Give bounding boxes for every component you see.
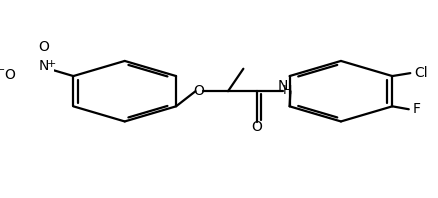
Text: N: N bbox=[39, 59, 49, 73]
Text: N: N bbox=[278, 79, 288, 93]
Text: O: O bbox=[251, 120, 262, 134]
Text: O: O bbox=[38, 40, 49, 54]
Text: O: O bbox=[193, 84, 204, 98]
Text: $^{-}$O: $^{-}$O bbox=[0, 68, 17, 82]
Text: +: + bbox=[47, 59, 57, 69]
Text: H: H bbox=[283, 84, 292, 97]
Text: Cl: Cl bbox=[414, 66, 428, 80]
Text: F: F bbox=[413, 102, 420, 116]
